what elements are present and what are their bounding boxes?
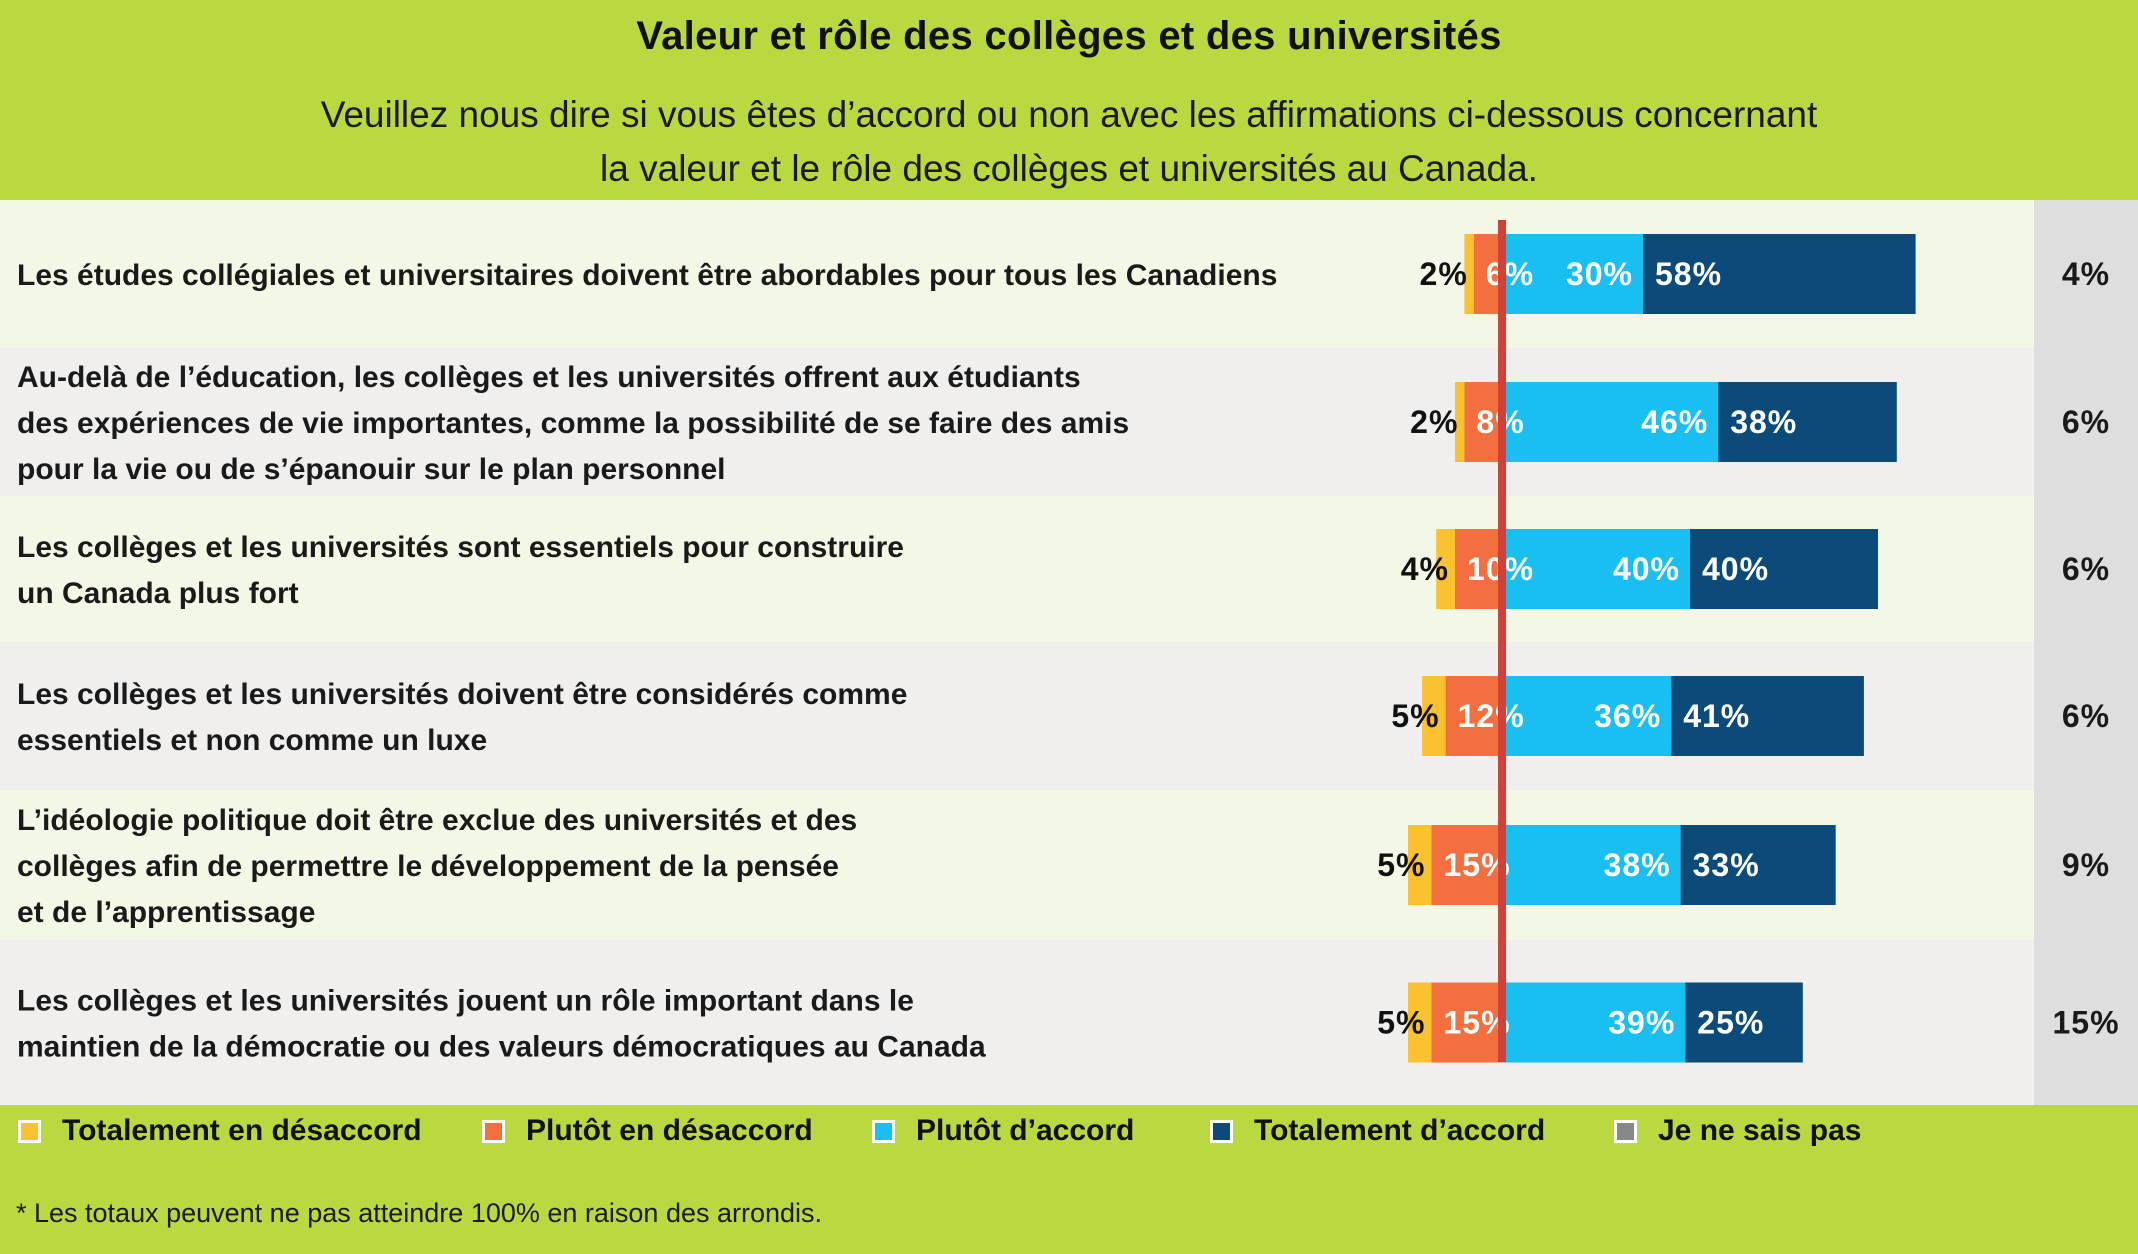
bar-plutot-desaccord xyxy=(1464,382,1502,462)
data-label-je-ne-sais-pas: 9% xyxy=(2062,847,2110,883)
data-label-je-ne-sais-pas: 6% xyxy=(2062,551,2110,587)
statement-label-line: et de l’apprentissage xyxy=(17,896,315,929)
data-label-plutot-accord: 46% xyxy=(1641,404,1708,440)
data-label-totalement-accord: 38% xyxy=(1730,404,1797,440)
data-label-totalement-desaccord: 5% xyxy=(1377,847,1425,883)
bar-plutot-desaccord xyxy=(1445,676,1502,756)
statement-label-line: Les collèges et les universités jouent u… xyxy=(17,984,914,1017)
statement-label-line: Au-delà de l’éducation, les collèges et … xyxy=(17,361,1081,394)
center-zero-line xyxy=(1498,220,1506,1062)
chart-header: Valeur et rôle des collèges et des unive… xyxy=(0,0,2138,200)
legend-swatch xyxy=(18,1120,41,1143)
statement-label-line: pour la vie ou de s’épanouir sur le plan… xyxy=(17,453,726,486)
bar-totalement-desaccord xyxy=(1436,529,1455,609)
bar-plutot-accord xyxy=(1502,234,1643,314)
dont-know-cell xyxy=(2034,642,2138,790)
data-label-je-ne-sais-pas: 6% xyxy=(2062,698,2110,734)
statement-label: Au-delà de l’éducation, les collèges et … xyxy=(17,361,1129,486)
legend-label: Plutôt d’accord xyxy=(916,1114,1135,1147)
data-label-totalement-desaccord: 2% xyxy=(1420,256,1468,292)
data-label-totalement-accord: 40% xyxy=(1702,551,1769,587)
statement-label-line: un Canada plus fort xyxy=(17,577,299,610)
bar-totalement-accord xyxy=(1690,529,1878,609)
legend-label: Totalement d’accord xyxy=(1254,1114,1546,1147)
bar-totalement-accord xyxy=(1643,234,1916,314)
dont-know-cell xyxy=(2034,496,2138,642)
bar-plutot-accord xyxy=(1502,529,1690,609)
chart-subtitle: Veuillez nous dire si vous êtes d’accord… xyxy=(269,88,1869,196)
bar-plutot-desaccord xyxy=(1431,982,1502,1063)
bar-plutot-accord xyxy=(1502,982,1686,1063)
statement-label: Les collèges et les universités jouent u… xyxy=(17,984,986,1063)
statement-label-line: maintien de la démocratie ou des valeurs… xyxy=(17,1030,986,1063)
data-label-plutot-accord: 36% xyxy=(1594,698,1661,734)
chart-subtitle-line-2: la valeur et le rôle des collèges et uni… xyxy=(600,148,1538,189)
dont-know-cell xyxy=(2034,200,2138,348)
bar-totalement-desaccord xyxy=(1422,676,1446,756)
data-label-plutot-desaccord: 6% xyxy=(1486,256,1534,292)
statement-label-line: Les collèges et les universités sont ess… xyxy=(17,531,904,564)
data-label-plutot-accord: 40% xyxy=(1613,551,1680,587)
statement-label-line: collèges afin de permettre le développem… xyxy=(17,850,839,883)
data-label-je-ne-sais-pas: 4% xyxy=(2062,256,2110,292)
bar-totalement-accord xyxy=(1685,982,1803,1063)
data-label-totalement-accord: 58% xyxy=(1655,256,1722,292)
dont-know-cell xyxy=(2034,348,2138,496)
statement-label-line: Les études collégiales et universitaires… xyxy=(17,259,1277,292)
data-label-totalement-accord: 33% xyxy=(1693,847,1760,883)
data-label-totalement-accord: 25% xyxy=(1697,1005,1764,1041)
bar-plutot-desaccord xyxy=(1431,825,1502,905)
statement-label: L’idéologie politique doit être exclue d… xyxy=(17,804,857,929)
bar-totalement-desaccord xyxy=(1455,382,1465,462)
data-label-totalement-desaccord: 2% xyxy=(1410,404,1458,440)
statement-label-line: des expériences de vie importantes, comm… xyxy=(17,407,1129,440)
chart-title: Valeur et rôle des collèges et des unive… xyxy=(636,14,1502,58)
bar-plutot-desaccord xyxy=(1473,234,1502,314)
bar-totalement-accord xyxy=(1718,382,1897,462)
footnote: * Les totaux peuvent ne pas atteindre 10… xyxy=(16,1198,823,1228)
bar-totalement-desaccord xyxy=(1408,982,1432,1063)
bar-totalement-accord xyxy=(1671,676,1864,756)
bar-plutot-desaccord xyxy=(1455,529,1502,609)
chart-subtitle-line-1: Veuillez nous dire si vous êtes d’accord… xyxy=(320,94,1818,135)
data-label-totalement-desaccord: 5% xyxy=(1391,698,1439,734)
chart-legend: Totalement en désaccord Plutôt en désacco… xyxy=(0,1108,2138,1168)
dont-know-cell xyxy=(2034,940,2138,1105)
legend-swatch xyxy=(872,1120,895,1143)
data-label-plutot-accord: 30% xyxy=(1566,256,1633,292)
data-label-totalement-accord: 41% xyxy=(1683,698,1750,734)
data-label-plutot-desaccord: 12% xyxy=(1458,698,1525,734)
bar-plutot-accord xyxy=(1502,825,1681,905)
bar-plutot-accord xyxy=(1502,676,1672,756)
statement-label: Les collèges et les universités doivent … xyxy=(17,678,907,757)
data-label-totalement-desaccord: 5% xyxy=(1377,1005,1425,1041)
statement-label: Les études collégiales et universitaires… xyxy=(17,259,1277,292)
bar-totalement-desaccord xyxy=(1464,234,1474,314)
statement-label: Les collèges et les universités sont ess… xyxy=(17,531,904,610)
legend-swatch xyxy=(1210,1120,1233,1143)
statement-label-line: essentiels et non comme un luxe xyxy=(17,724,487,757)
statement-label-line: L’idéologie politique doit être exclue d… xyxy=(17,804,857,837)
data-label-je-ne-sais-pas: 6% xyxy=(2062,404,2110,440)
diverging-bar-chart: Les études collégiales et universitaires… xyxy=(0,200,2138,1105)
data-label-plutot-accord: 38% xyxy=(1604,847,1671,883)
data-label-totalement-desaccord: 4% xyxy=(1401,551,1449,587)
data-label-je-ne-sais-pas: 15% xyxy=(2052,1005,2119,1041)
bar-totalement-desaccord xyxy=(1408,825,1432,905)
dont-know-cell xyxy=(2034,790,2138,940)
data-label-plutot-accord: 39% xyxy=(1608,1005,1675,1041)
legend-swatch xyxy=(482,1120,505,1143)
legend-swatch xyxy=(1614,1120,1637,1143)
statement-label-line: Les collèges et les universités doivent … xyxy=(17,678,907,711)
legend-label: Totalement en désaccord xyxy=(62,1114,422,1147)
legend-label: Je ne sais pas xyxy=(1658,1114,1862,1147)
legend-label: Plutôt en désaccord xyxy=(526,1114,813,1147)
bar-totalement-accord xyxy=(1680,825,1836,905)
bar-plutot-accord xyxy=(1502,382,1719,462)
